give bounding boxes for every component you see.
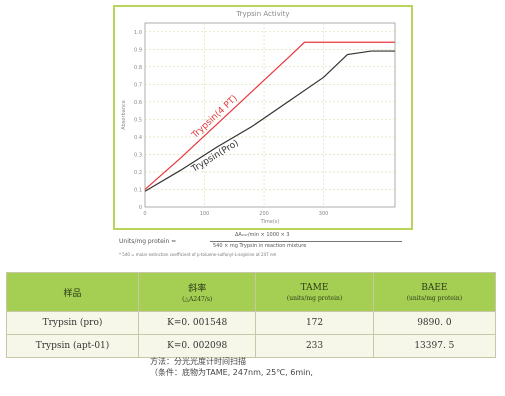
y-tick-label: 0.7: [134, 82, 142, 88]
chart-frame: Trypsin Activity 0 0.1 0.2 0.3 0.4 0.5 0.6 0.7 0…: [113, 5, 413, 230]
formula-note: * 540 = molar extinction coefficient of …: [119, 252, 277, 257]
cell-slope: K=0. 001548: [138, 311, 257, 335]
cell-sample: Trypsin (pro): [5, 311, 140, 335]
y-tick-label: 0.3: [134, 152, 142, 158]
y-tick-label: 0.6: [134, 100, 142, 106]
header-baee-label: BAEE: [421, 282, 448, 293]
y-tick-label: 0.4: [134, 135, 142, 141]
y-tick-label: 0.9: [134, 47, 142, 53]
y-tick-label: 0.8: [134, 65, 142, 71]
formula-left: Units/mg protein =: [119, 238, 177, 245]
header-sample-label: 样品: [63, 288, 82, 299]
method-note: 方法：分光光度计时间扫描 （条件：底物为TAME, 247nm, 25℃, 6m…: [150, 356, 313, 378]
table-row: Trypsin (pro) K=0. 001548 172 9890. 0: [5, 311, 497, 335]
header-baee: BAEE (units/mg protein): [372, 272, 497, 312]
header-slope-sub: (△A247/s): [182, 296, 213, 303]
results-table: 样品 斜率 (△A247/s) TAME (units/mg protein) BA…: [5, 272, 497, 358]
cell-baee: 9890. 0: [372, 311, 497, 335]
header-slope-label: 斜率: [188, 284, 207, 294]
x-tick-label: 200: [259, 211, 269, 217]
chart-title: Trypsin Activity: [236, 10, 290, 18]
cell-tame: 172: [255, 311, 374, 335]
x-axis-label: Time(s): [260, 219, 280, 225]
table-row: Trypsin (apt-01) K=0. 002098 233 13397. …: [5, 334, 497, 358]
cell-sample: Trypsin (apt-01): [5, 334, 140, 358]
header-tame-sub: (units/mg protein): [286, 294, 343, 302]
header-sample: 样品: [5, 272, 140, 312]
plot-area: [144, 22, 396, 208]
header-baee-sub: (units/mg protein): [406, 294, 463, 302]
header-tame: TAME (units/mg protein): [255, 272, 374, 312]
method-line-1: 方法：分光光度计时间扫描: [150, 357, 246, 366]
y-tick-label: 0.5: [134, 117, 142, 123]
line-chart: 0 0.1 0.2 0.3 0.4 0.5 0.6 0.7 0.8 0.9 1.0 0 100 200 30…: [121, 22, 396, 225]
y-tick-label: 0.2: [134, 170, 142, 176]
x-tick-label: 0: [143, 211, 146, 217]
formula-denominator: 540 × mg Trypsin in reaction mixture: [213, 243, 307, 249]
method-line-2: （条件：底物为TAME, 247nm, 25℃, 6min,: [150, 368, 313, 377]
y-axis-label: Absorbance: [121, 100, 127, 130]
cell-slope: K=0. 002098: [138, 334, 257, 358]
formula-block: Units/mg protein = ΔA₂₄₇/min × 1000 × 3 …: [115, 232, 415, 258]
table-header-row: 样品 斜率 (△A247/s) TAME (units/mg protein) BA…: [5, 272, 497, 312]
x-tick-label: 300: [319, 211, 329, 217]
series-line: [144, 41, 395, 190]
y-tick-label: 0: [139, 205, 142, 211]
formula-fraction-bar: [210, 241, 402, 242]
formula-numerator: ΔA₂₄₇/min × 1000 × 3: [235, 232, 290, 238]
header-tame-label: TAME: [300, 282, 329, 293]
y-tick-label: 0.1: [134, 187, 142, 193]
header-slope: 斜率 (△A247/s): [138, 272, 257, 312]
series-line: [144, 50, 395, 192]
y-tick-label: 1.0: [134, 30, 142, 36]
cell-tame: 233: [255, 334, 374, 358]
x-tick-label: 100: [200, 211, 210, 217]
cell-baee: 13397. 5: [372, 334, 497, 358]
